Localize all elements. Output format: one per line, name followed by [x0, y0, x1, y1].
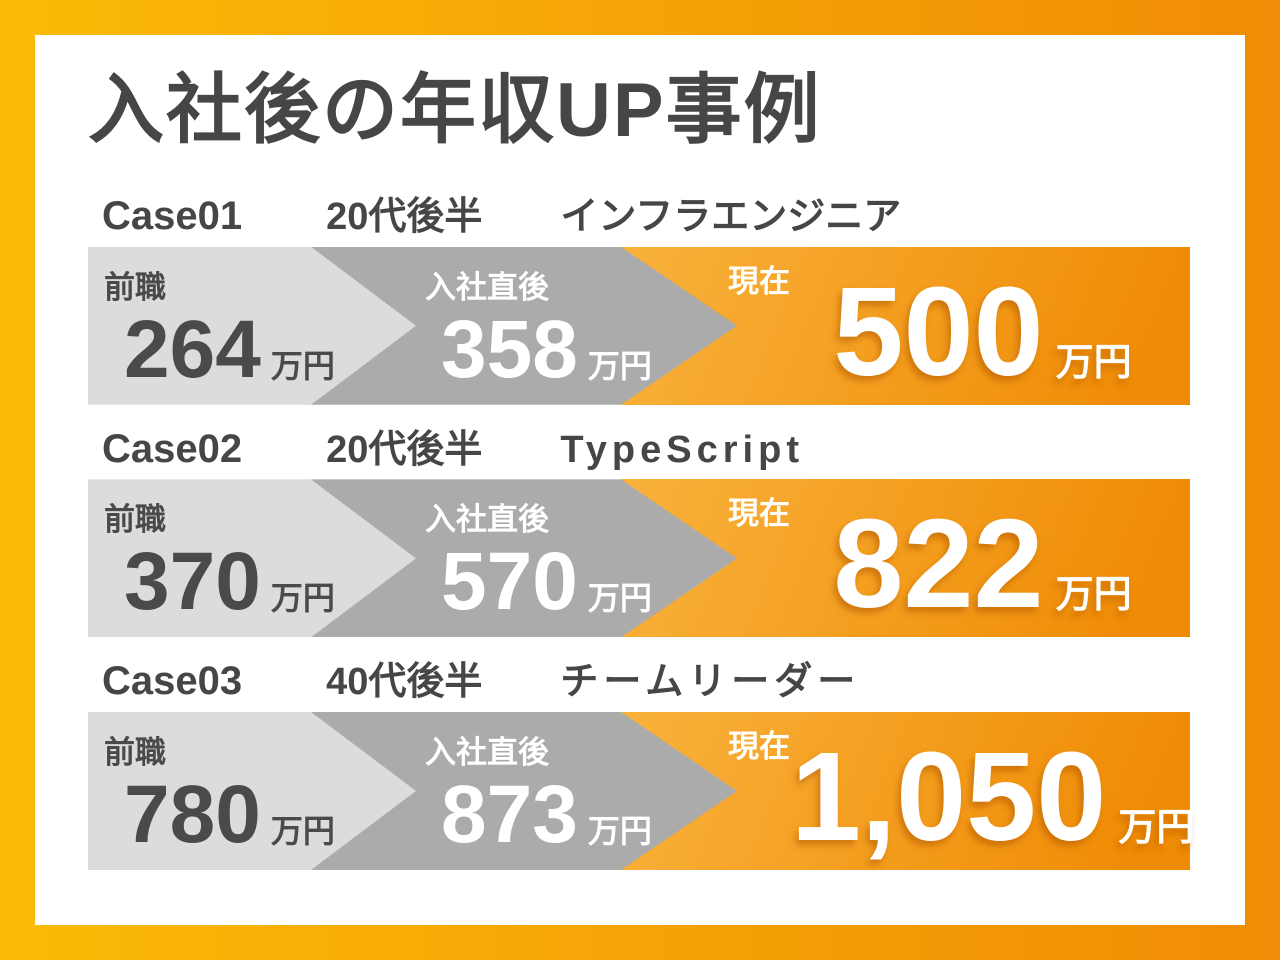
stage-after-label: 入社直後 [425, 502, 549, 538]
salary-value: 358 [441, 303, 578, 395]
case-role: チームリーダー [560, 661, 861, 704]
salary-now: 1,050 万円 [791, 733, 1194, 860]
salary-value: 1,050 [791, 725, 1107, 867]
salary-value: 570 [441, 536, 578, 628]
salary-unit: 万円 [1055, 341, 1132, 384]
content-card: 入社後の年収UP事例 Case01 20代後半 インフラエンジニア 前職 264… [35, 35, 1245, 925]
salary-before: 780 万円 [124, 773, 335, 856]
stage-before-label: 前職 [104, 502, 166, 538]
case-age: 20代後半 [326, 196, 483, 239]
case-age: 20代後半 [326, 428, 483, 471]
stage-before-label: 前職 [104, 269, 166, 305]
case-id: Case02 [102, 426, 243, 471]
case-block-3: Case03 40代後半 チームリーダー 前職 780 万円 入社直後 873 万円 [88, 657, 1194, 870]
salary-before: 264 万円 [124, 308, 335, 391]
salary-unit: 万円 [587, 580, 652, 617]
stage-after-label: 入社直後 [425, 269, 549, 305]
salary-value: 264 [124, 303, 261, 395]
stage-now-label: 現在 [728, 263, 790, 299]
salary-unit: 万円 [270, 347, 335, 384]
salary-unit: 万円 [270, 580, 335, 617]
salary-now: 822 万円 [791, 501, 1174, 627]
case-header: Case03 40代後半 チームリーダー [102, 657, 1190, 706]
salary-progress-band: 前職 780 万円 入社直後 873 万円 現在 1,050 万円 [88, 711, 1194, 870]
stage-now-segment: 現在 1,050 万円 [621, 711, 1194, 870]
case-header: Case01 20代後半 インフラエンジニア [102, 192, 1190, 241]
case-role: TypeScript [560, 428, 804, 471]
salary-unit: 万円 [587, 347, 652, 384]
salary-after: 570 万円 [441, 541, 652, 623]
salary-value: 370 [124, 536, 261, 628]
case-block-1: Case01 20代後半 インフラエンジニア 前職 264 万円 入社直後 358… [88, 192, 1190, 405]
stage-now-label: 現在 [728, 496, 790, 532]
case-age: 40代後半 [326, 661, 483, 704]
case-block-2: Case02 20代後半 TypeScript 前職 370 万円 入社直後 57… [88, 425, 1190, 638]
salary-value: 822 [833, 493, 1044, 635]
case-id: Case03 [102, 659, 243, 704]
salary-unit: 万円 [270, 812, 335, 849]
salary-value: 500 [833, 260, 1044, 402]
case-id: Case01 [102, 194, 243, 239]
salary-progress-band: 前職 370 万円 入社直後 570 万円 現在 822 万円 [88, 479, 1190, 638]
salary-before: 370 万円 [124, 541, 335, 623]
page-title: 入社後の年収UP事例 [88, 68, 822, 153]
salary-unit: 万円 [587, 812, 652, 849]
case-header: Case02 20代後半 TypeScript [102, 425, 1190, 474]
salary-unit: 万円 [1118, 806, 1195, 849]
stage-after-label: 入社直後 [425, 734, 549, 770]
case-role: インフラエンジニア [560, 196, 902, 239]
stage-now-label: 現在 [728, 728, 790, 764]
salary-value: 873 [441, 768, 578, 860]
salary-progress-band: 前職 264 万円 入社直後 358 万円 現在 500 万円 [88, 246, 1190, 405]
salary-value: 780 [124, 768, 261, 860]
stage-before-label: 前職 [104, 734, 166, 770]
salary-after: 873 万円 [441, 773, 652, 856]
salary-now: 500 万円 [791, 268, 1174, 395]
salary-unit: 万円 [1055, 574, 1132, 617]
salary-after: 358 万円 [441, 308, 652, 391]
